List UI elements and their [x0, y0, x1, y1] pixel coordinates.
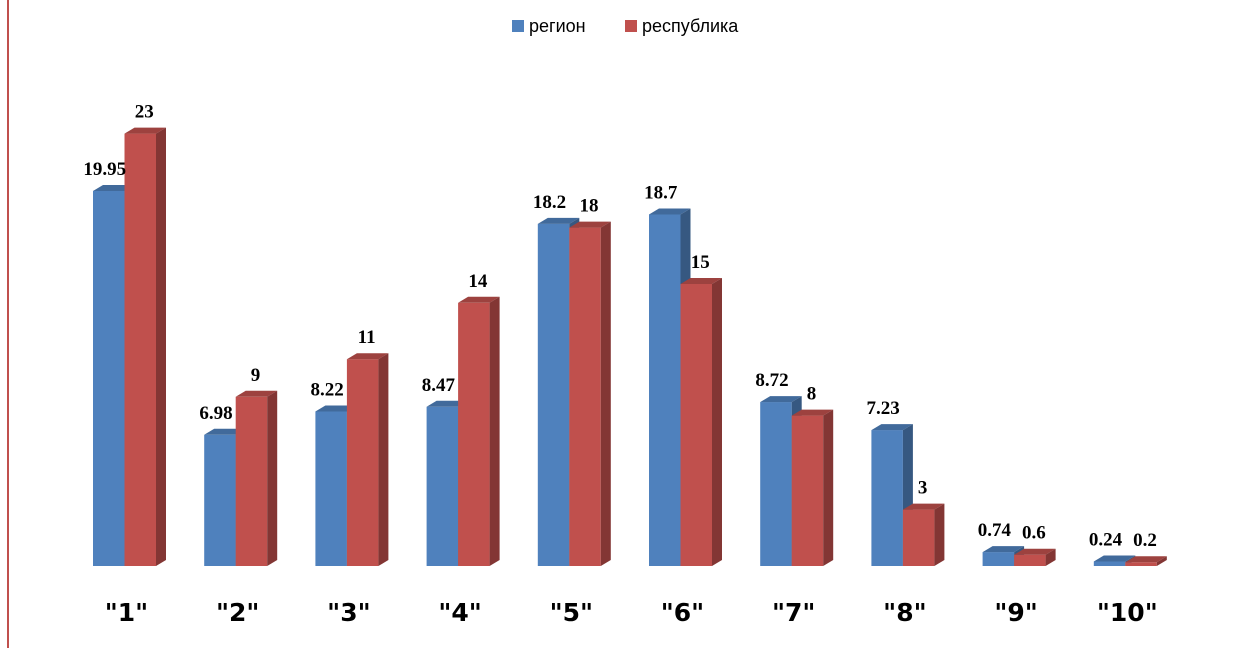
legend-label-1: регион: [529, 16, 586, 36]
bar-side-face: [823, 409, 834, 566]
legend-swatch-2: [625, 20, 637, 32]
bar-region-6: [649, 214, 681, 566]
bar-top-face: [124, 127, 166, 134]
category-label-6: "6": [661, 598, 704, 627]
bar-region-8: [871, 430, 903, 566]
bar-top-face: [93, 184, 135, 191]
bar-side-face: [1045, 548, 1056, 566]
legend-label-2: республика: [642, 16, 739, 36]
bar-republic-10: [1125, 562, 1157, 566]
bar-top-face: [982, 546, 1025, 553]
bar-republic-2: [235, 396, 268, 566]
data-label-region-3: 8.22: [311, 379, 344, 400]
bar-region-9: [982, 552, 1015, 566]
bar-region-1: [93, 190, 125, 566]
bar-top-face: [760, 396, 802, 403]
bar-region-3: [315, 411, 347, 566]
bar-region-5: [537, 223, 570, 566]
left-border-line: [7, 0, 9, 648]
bar-top-face: [426, 400, 469, 407]
bar-republic-7: [791, 415, 824, 566]
bar-region-7: [760, 402, 792, 566]
category-label-5: "5": [550, 598, 593, 627]
bar-side-face: [156, 127, 166, 566]
data-label-region-2: 6.98: [199, 403, 232, 424]
bar-top-face: [871, 424, 913, 431]
bar-top-face: [204, 428, 246, 435]
bar-side-face: [712, 278, 722, 566]
data-label-region-4: 8.47: [422, 375, 456, 396]
bar-side-face: [378, 353, 389, 566]
category-label-1: "1": [105, 598, 148, 627]
bar-top-face: [235, 390, 278, 397]
bar-top-face: [680, 278, 722, 284]
data-label-region-8: 7.23: [867, 398, 900, 419]
category-label-2: "2": [216, 598, 259, 627]
bar-republic-9: [1014, 554, 1046, 566]
data-label-republic-3: 11: [358, 327, 376, 348]
category-label-4: "4": [438, 598, 481, 627]
data-label-republic-1: 23: [135, 102, 154, 123]
bar-republic-6: [680, 284, 712, 566]
data-label-republic-8: 3: [918, 478, 928, 499]
bar-top-face: [569, 221, 611, 228]
bar-series-group: [93, 127, 1167, 566]
category-labels-group: "1" "2" "3" "4" "5" "6" "7" "8" "9" "10": [105, 598, 1158, 627]
category-label-9: "9": [994, 598, 1037, 627]
data-label-republic-9: 0.6: [1022, 523, 1046, 544]
legend-swatch-1: [512, 20, 524, 32]
bar-top-face: [537, 217, 580, 224]
bar-republic-5: [569, 227, 601, 566]
category-label-10: "10": [1097, 598, 1158, 627]
bar-republic-3: [346, 359, 379, 566]
data-label-republic-6: 15: [691, 252, 710, 273]
bar-side-face: [1156, 556, 1167, 566]
bar-top-face: [346, 353, 389, 360]
bar-republic-1: [124, 133, 156, 566]
data-label-republic-4: 14: [468, 271, 488, 292]
bar-region-10: [1093, 561, 1126, 566]
data-label-region-9: 0.74: [978, 520, 1012, 541]
data-label-republic-5: 18: [580, 196, 599, 217]
bar-top-face: [458, 296, 500, 303]
category-label-3: "3": [327, 598, 370, 627]
data-labels-group: 19.95 23 6.98 9 8.22 11 8.47 14 18.2 18 18.7 15 8.72…: [83, 102, 1157, 552]
data-label-region-7: 8.72: [755, 370, 788, 391]
data-label-region-5: 18.2: [533, 192, 566, 213]
data-label-republic-7: 8: [807, 384, 817, 405]
bar-top-face: [1125, 556, 1167, 563]
bar-top-face: [1014, 548, 1056, 555]
data-label-republic-2: 9: [251, 365, 261, 386]
bar-republic-4: [458, 302, 490, 566]
data-label-region-10: 0.24: [1089, 529, 1123, 550]
bar-side-face: [267, 390, 278, 566]
bar-top-face: [315, 405, 357, 412]
data-label-republic-10: 0.2: [1133, 530, 1157, 551]
chart-legend: регион республика: [512, 16, 739, 36]
bar-side-face: [600, 221, 611, 566]
bar-region-4: [426, 406, 459, 566]
bar-top-face: [1093, 555, 1136, 562]
bar-side-face: [934, 503, 945, 566]
bar-side-face: [489, 296, 500, 566]
data-label-region-1: 19.95: [83, 159, 126, 180]
category-label-7: "7": [772, 598, 815, 627]
bar-top-face: [791, 409, 834, 416]
data-label-region-6: 18.7: [644, 182, 678, 203]
category-label-8: "8": [883, 598, 926, 627]
bar-top-face: [649, 208, 691, 215]
bar-republic-8: [902, 509, 935, 566]
bar-top-face: [902, 503, 945, 510]
bar-region-2: [204, 434, 236, 566]
